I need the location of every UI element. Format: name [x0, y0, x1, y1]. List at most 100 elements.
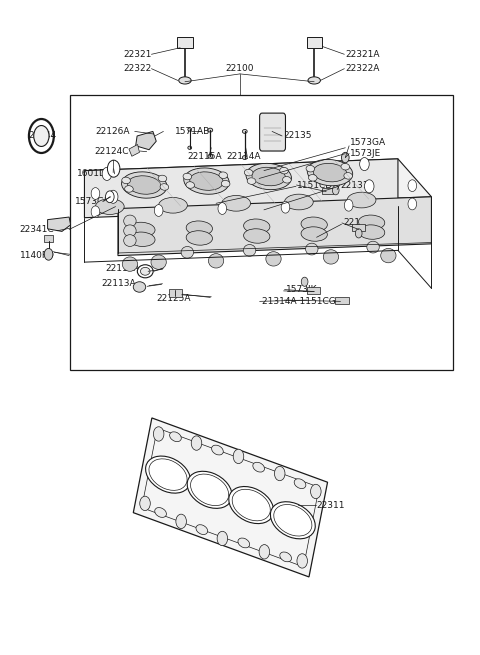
Ellipse shape — [308, 77, 321, 84]
Ellipse shape — [307, 159, 353, 186]
Polygon shape — [48, 217, 71, 231]
Text: 21314A 1151CG: 21314A 1151CG — [262, 297, 336, 306]
Ellipse shape — [184, 168, 229, 195]
Ellipse shape — [124, 225, 136, 236]
Ellipse shape — [246, 163, 291, 190]
Ellipse shape — [186, 231, 213, 245]
Ellipse shape — [188, 128, 192, 131]
Ellipse shape — [151, 255, 166, 269]
Ellipse shape — [229, 487, 274, 523]
Text: 22114A: 22114A — [227, 152, 261, 160]
Ellipse shape — [294, 479, 306, 489]
Ellipse shape — [212, 445, 223, 455]
Ellipse shape — [306, 166, 315, 172]
Text: 22322: 22322 — [123, 64, 152, 73]
Ellipse shape — [133, 282, 146, 292]
Ellipse shape — [190, 172, 223, 191]
Ellipse shape — [283, 176, 291, 183]
Ellipse shape — [208, 253, 224, 268]
Ellipse shape — [141, 267, 150, 275]
Ellipse shape — [306, 243, 318, 255]
Text: 22115A: 22115A — [187, 152, 222, 160]
Ellipse shape — [359, 225, 385, 239]
Circle shape — [91, 206, 100, 217]
Ellipse shape — [158, 197, 187, 213]
Circle shape — [34, 126, 49, 147]
Ellipse shape — [181, 246, 193, 258]
Ellipse shape — [381, 248, 396, 263]
Text: 1573GA: 1573GA — [350, 138, 386, 147]
Text: 1140FD: 1140FD — [20, 251, 55, 260]
FancyBboxPatch shape — [177, 37, 192, 48]
Text: 22131: 22131 — [340, 181, 369, 189]
Circle shape — [259, 544, 270, 559]
Ellipse shape — [169, 432, 181, 441]
FancyBboxPatch shape — [307, 287, 320, 293]
Ellipse shape — [243, 219, 270, 233]
Ellipse shape — [122, 177, 131, 183]
Circle shape — [297, 553, 308, 568]
Ellipse shape — [186, 181, 194, 188]
Circle shape — [275, 466, 285, 481]
Ellipse shape — [253, 462, 264, 472]
Ellipse shape — [274, 504, 312, 536]
Ellipse shape — [266, 252, 281, 266]
Ellipse shape — [125, 185, 133, 192]
Ellipse shape — [129, 222, 155, 236]
Ellipse shape — [179, 77, 191, 84]
Ellipse shape — [252, 167, 286, 186]
Circle shape — [360, 158, 369, 171]
Circle shape — [108, 190, 118, 203]
Text: 22100: 22100 — [226, 64, 254, 73]
Ellipse shape — [122, 257, 138, 271]
Ellipse shape — [128, 176, 161, 195]
FancyBboxPatch shape — [168, 289, 182, 297]
Text: 1573JK: 1573JK — [286, 285, 317, 294]
Circle shape — [191, 436, 202, 450]
Ellipse shape — [160, 183, 168, 190]
Text: 22135: 22135 — [283, 132, 312, 140]
Ellipse shape — [243, 244, 256, 256]
Polygon shape — [118, 196, 432, 255]
Polygon shape — [84, 159, 398, 217]
Ellipse shape — [309, 174, 317, 181]
FancyBboxPatch shape — [44, 235, 53, 242]
FancyBboxPatch shape — [323, 187, 333, 194]
Ellipse shape — [222, 195, 251, 211]
Ellipse shape — [359, 215, 385, 229]
Text: 1573JE: 1573JE — [350, 149, 381, 158]
Ellipse shape — [242, 130, 247, 134]
Ellipse shape — [155, 508, 167, 517]
FancyBboxPatch shape — [352, 224, 365, 231]
Ellipse shape — [96, 198, 124, 214]
Text: 1573GE: 1573GE — [75, 197, 110, 206]
Ellipse shape — [238, 538, 250, 548]
Circle shape — [140, 496, 150, 511]
Text: 22112A: 22112A — [105, 263, 140, 272]
Ellipse shape — [244, 169, 253, 176]
Ellipse shape — [270, 502, 315, 539]
Text: 22125A: 22125A — [156, 293, 191, 303]
Ellipse shape — [341, 164, 349, 170]
Circle shape — [344, 199, 353, 211]
FancyBboxPatch shape — [260, 113, 286, 151]
Ellipse shape — [285, 194, 313, 210]
Ellipse shape — [137, 265, 153, 278]
FancyBboxPatch shape — [335, 297, 348, 304]
Ellipse shape — [323, 250, 338, 264]
Ellipse shape — [243, 229, 270, 243]
Polygon shape — [84, 159, 432, 208]
Text: 22341C: 22341C — [20, 225, 54, 234]
Circle shape — [311, 484, 321, 498]
Ellipse shape — [313, 163, 347, 182]
Circle shape — [281, 201, 290, 213]
Circle shape — [355, 229, 362, 238]
Polygon shape — [129, 145, 140, 157]
Ellipse shape — [221, 180, 230, 187]
Circle shape — [408, 198, 417, 210]
Ellipse shape — [208, 155, 213, 159]
Circle shape — [218, 202, 227, 214]
Ellipse shape — [344, 172, 352, 179]
Ellipse shape — [367, 241, 379, 253]
Ellipse shape — [242, 156, 247, 160]
